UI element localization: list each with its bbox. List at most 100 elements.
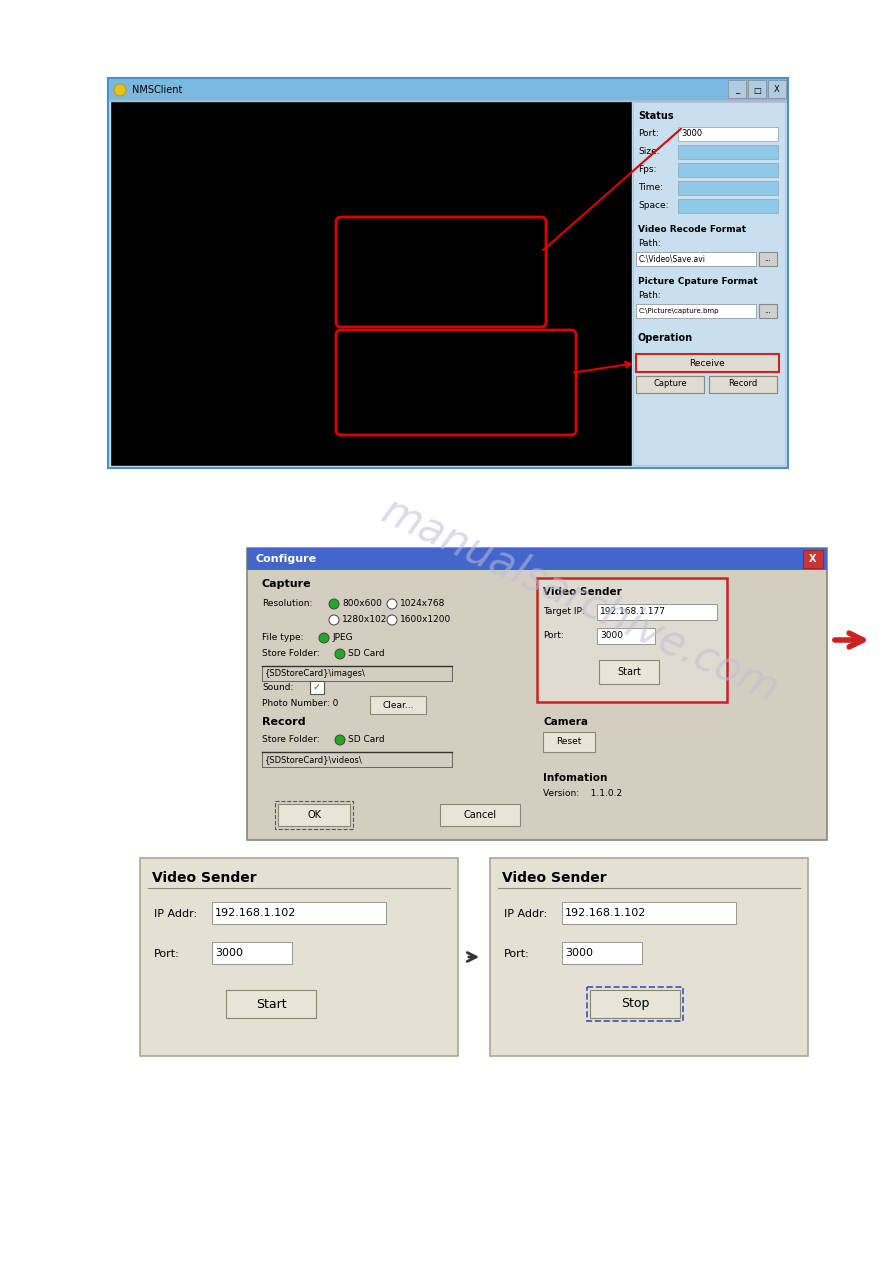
Text: Start: Start	[255, 998, 287, 1010]
Text: Path:: Path:	[638, 292, 661, 301]
Text: 1600x1200: 1600x1200	[400, 615, 451, 624]
Text: JPEG: JPEG	[332, 634, 353, 643]
Bar	[768, 80, 786, 99]
Text: C:\Video\Save.avi: C:\Video\Save.avi	[639, 255, 706, 264]
Text: SD Card: SD Card	[348, 735, 385, 744]
Text: Capture: Capture	[262, 578, 312, 589]
Text: Video Sender: Video Sender	[152, 871, 256, 885]
Text: Video Sender: Video Sender	[543, 587, 622, 597]
Bar	[212, 902, 386, 925]
Text: Infomation: Infomation	[543, 773, 607, 783]
Text: Cancel: Cancel	[463, 810, 497, 820]
Bar	[109, 80, 787, 101]
Text: Port:: Port:	[543, 632, 563, 640]
Bar	[636, 376, 704, 393]
Text: 3000: 3000	[565, 949, 593, 959]
Text: Version:    1.1.0.2: Version: 1.1.0.2	[543, 789, 622, 798]
Bar	[111, 102, 631, 465]
Text: Camera: Camera	[543, 717, 588, 727]
Text: Record: Record	[262, 717, 305, 727]
Text: 800x600: 800x600	[342, 600, 382, 609]
Text: Port:: Port:	[638, 130, 659, 139]
Text: 3000: 3000	[215, 949, 243, 959]
Bar	[728, 80, 746, 99]
Text: 192.168.1.177: 192.168.1.177	[600, 608, 666, 616]
Text: X: X	[774, 86, 780, 95]
Bar	[226, 990, 316, 1018]
Bar	[247, 548, 827, 570]
Text: ...: ...	[764, 256, 772, 261]
Text: Fps:: Fps:	[638, 165, 656, 174]
Text: X: X	[809, 554, 817, 565]
Text: 192.168.1.102: 192.168.1.102	[215, 908, 296, 918]
Circle shape	[319, 633, 329, 643]
Circle shape	[387, 615, 397, 625]
Text: □: □	[753, 86, 761, 95]
Bar	[537, 578, 727, 702]
Text: 1024x768: 1024x768	[400, 600, 446, 609]
Text: 1280x1024: 1280x1024	[342, 615, 393, 624]
Text: Video Recode Format: Video Recode Format	[638, 226, 747, 235]
Bar	[709, 376, 777, 393]
Bar	[678, 181, 778, 195]
Circle shape	[329, 615, 339, 625]
Text: Photo Number: 0: Photo Number: 0	[262, 700, 338, 709]
Bar	[310, 681, 324, 693]
Text: Capture: Capture	[653, 379, 687, 389]
Text: Status: Status	[638, 111, 673, 121]
Text: {SDStoreCard}\images\: {SDStoreCard}\images\	[265, 669, 366, 678]
Text: Reset: Reset	[556, 738, 581, 746]
Circle shape	[335, 649, 345, 659]
Bar	[140, 858, 458, 1056]
Bar	[803, 549, 823, 568]
Text: 192.168.1.102: 192.168.1.102	[565, 908, 647, 918]
Bar	[636, 304, 756, 318]
Text: 3000: 3000	[681, 130, 702, 139]
Text: IP Addr:: IP Addr:	[504, 909, 547, 919]
Bar	[543, 733, 595, 751]
Bar	[370, 696, 426, 714]
Bar	[633, 102, 785, 465]
Text: ✓: ✓	[313, 682, 321, 692]
Text: Sound:: Sound:	[262, 683, 294, 692]
Bar	[262, 666, 452, 681]
Bar	[247, 548, 827, 840]
Text: Record: Record	[729, 379, 757, 389]
Bar	[748, 80, 766, 99]
Text: C:\Picture\capture.bmp: C:\Picture\capture.bmp	[639, 308, 720, 314]
Text: File type:: File type:	[262, 634, 304, 643]
Bar	[278, 805, 350, 826]
Bar	[109, 100, 787, 102]
Text: Time:: Time:	[638, 183, 663, 192]
Text: {SDStoreCard}\videos\: {SDStoreCard}\videos\	[265, 755, 363, 764]
Text: Port:: Port:	[504, 949, 530, 959]
Text: manualsarchive.com: manualsarchive.com	[375, 489, 785, 711]
Text: IP Addr:: IP Addr:	[154, 909, 197, 919]
Text: Video Sender: Video Sender	[502, 871, 606, 885]
Circle shape	[387, 599, 397, 609]
Bar	[759, 253, 777, 266]
Bar	[597, 604, 717, 620]
Text: Start: Start	[617, 667, 641, 677]
Bar	[440, 805, 520, 826]
Bar	[562, 902, 736, 925]
Text: Space:: Space:	[638, 202, 669, 211]
Text: Stop: Stop	[621, 998, 649, 1010]
Text: Target IP:: Target IP:	[543, 608, 585, 616]
Text: Store Folder:: Store Folder:	[262, 649, 320, 658]
Text: Resolution:: Resolution:	[262, 600, 313, 609]
Bar	[678, 128, 778, 141]
Bar	[678, 200, 778, 213]
Bar	[262, 751, 452, 767]
Text: OK: OK	[307, 810, 321, 820]
Bar	[590, 990, 680, 1018]
Text: Clear...: Clear...	[382, 701, 413, 710]
Text: Receive: Receive	[689, 359, 725, 368]
Text: Operation: Operation	[638, 333, 693, 344]
Circle shape	[329, 599, 339, 609]
Text: 3000: 3000	[600, 632, 623, 640]
Circle shape	[114, 85, 126, 96]
Text: _: _	[735, 86, 739, 95]
Bar	[678, 145, 778, 159]
Bar	[108, 78, 788, 469]
